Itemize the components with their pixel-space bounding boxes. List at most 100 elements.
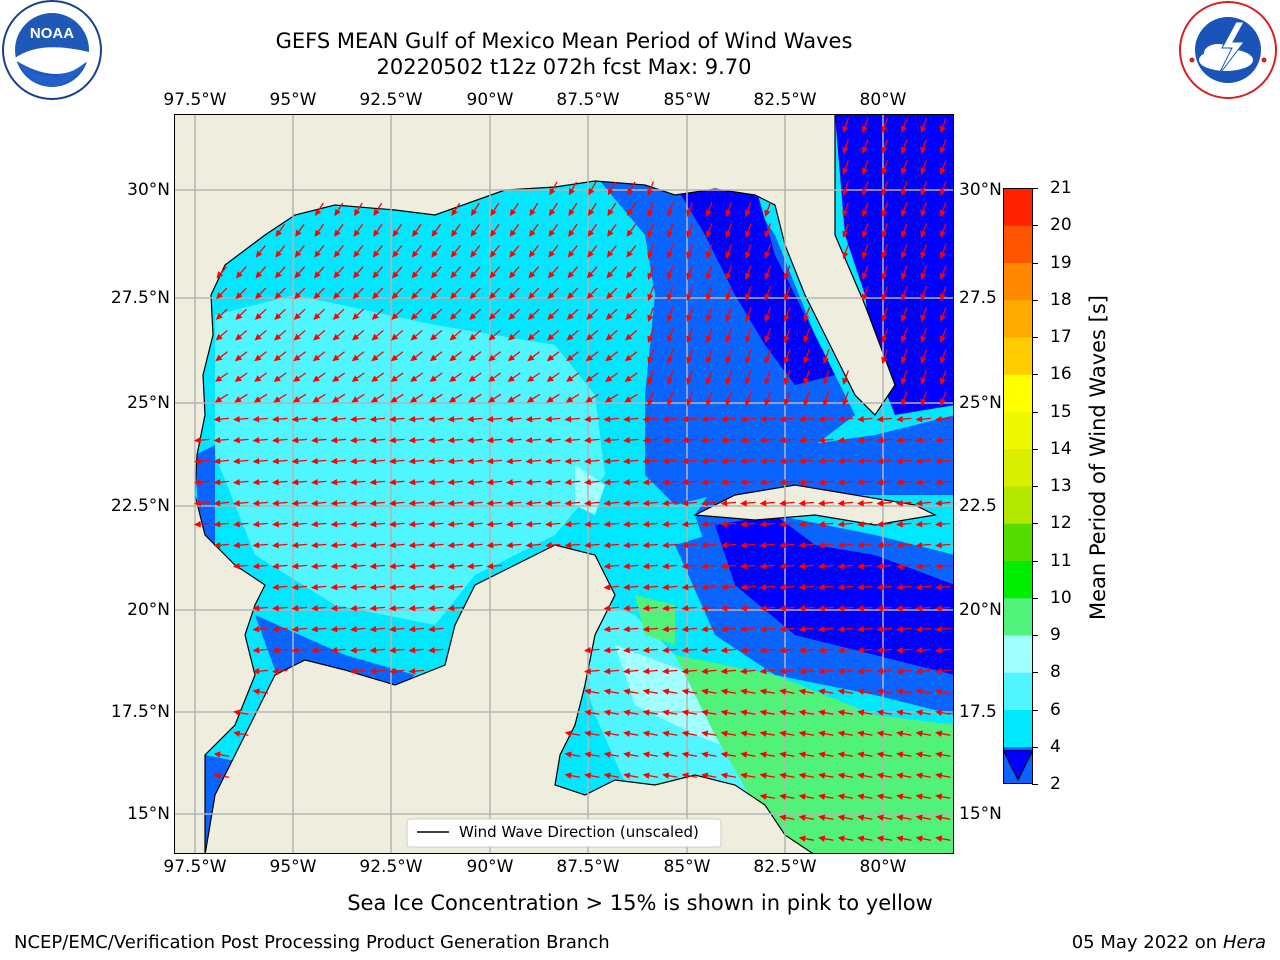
wind-wave-arrowhead xyxy=(294,271,302,279)
wind-wave-arrowhead xyxy=(701,751,709,758)
colorbar-tick-mark xyxy=(1032,374,1038,376)
wind-wave-arrowhead xyxy=(837,772,845,779)
wind-wave-arrowhead xyxy=(584,646,591,654)
wind-wave-arrowhead xyxy=(759,457,767,465)
wind-wave-arrowhead xyxy=(647,314,654,322)
wind-wave-arrowhead xyxy=(373,208,380,217)
wind-wave-arrowhead xyxy=(330,415,338,423)
wind-wave-arrowhead xyxy=(272,541,279,549)
wind-wave-arrowhead xyxy=(939,356,946,364)
wind-wave-arrowhead xyxy=(587,208,595,217)
wind-wave-arrowhead xyxy=(233,478,240,486)
wind-wave-arrowhead xyxy=(488,375,496,382)
wind-wave-arrowhead xyxy=(584,730,592,737)
wind-wave-arrowhead xyxy=(470,250,477,258)
wind-wave-arrowhead xyxy=(744,335,751,343)
wind-wave-arrowhead xyxy=(428,541,435,549)
wind-wave-arrowhead xyxy=(588,188,595,196)
wind-wave-arrowhead xyxy=(272,520,279,528)
wind-wave-arrowhead xyxy=(876,814,884,821)
wind-wave-arrowhead xyxy=(642,436,650,444)
wind-wave-arrowhead xyxy=(233,457,240,465)
wind-wave-arrowhead xyxy=(881,167,888,175)
lat-tick-left: 17.5°N xyxy=(110,702,170,722)
wind-wave-arrowhead xyxy=(486,457,494,465)
lon-tick-top: 87.5°W xyxy=(556,90,620,110)
credit-text: NCEP/EMC/Verification Post Processing Pr… xyxy=(14,932,610,953)
wind-wave-arrowhead xyxy=(779,667,786,675)
wind-wave-arrowhead xyxy=(666,293,673,301)
wind-wave-arrowhead xyxy=(428,646,435,654)
wind-wave-arrowhead xyxy=(779,520,786,528)
wind-wave-arrowhead xyxy=(584,667,591,675)
wind-wave-arrowhead xyxy=(489,271,497,279)
wind-wave-arrowhead xyxy=(252,604,260,612)
period-band-6-8 xyxy=(215,295,605,625)
wind-wave-arrowhead xyxy=(567,250,575,258)
wind-wave-arrowhead xyxy=(896,604,903,612)
wind-wave-arrowhead xyxy=(567,292,575,300)
wind-wave-arrowhead xyxy=(311,541,318,549)
wind-wave-arrowhead xyxy=(333,292,341,300)
wind-wave-arrowhead xyxy=(194,499,201,507)
wind-wave-arrowhead xyxy=(818,814,826,821)
wind-wave-arrowhead xyxy=(252,625,260,633)
wind-wave-arrowhead xyxy=(408,457,416,465)
wind-wave-arrowhead xyxy=(311,436,318,444)
colorbar-bin xyxy=(1003,560,1033,599)
wind-wave-arrowhead xyxy=(506,520,513,528)
wind-wave-arrowhead xyxy=(451,229,458,237)
wind-wave-arrowhead xyxy=(389,667,396,675)
wind-wave-arrowhead xyxy=(720,604,728,612)
wind-wave-arrowhead xyxy=(233,520,240,528)
wind-wave-arrowhead xyxy=(272,646,279,654)
wind-wave-arrowhead xyxy=(935,793,943,800)
wind-wave-arrowhead xyxy=(915,541,923,549)
wind-wave-arrowhead xyxy=(740,688,748,695)
colorbar-tick-label: 15 xyxy=(1050,401,1072,422)
wind-wave-arrowhead xyxy=(626,208,634,217)
wind-wave-arrowhead xyxy=(900,314,907,322)
wind-wave-arrowhead xyxy=(408,520,416,528)
wind-wave-arrowhead xyxy=(233,436,240,444)
wind-wave-arrowhead xyxy=(818,625,825,633)
wind-wave-arrowhead xyxy=(725,293,732,301)
colorbar-bin xyxy=(1003,225,1033,263)
wind-wave-arrowhead xyxy=(842,398,849,406)
wind-wave-arrowhead xyxy=(369,604,377,612)
lon-tick-bottom: 85°W xyxy=(663,857,711,877)
wind-wave-arrowhead xyxy=(625,271,633,279)
wind-wave-arrowhead xyxy=(837,436,845,444)
wind-wave-arrowhead xyxy=(607,208,614,217)
wind-wave-arrowhead xyxy=(369,562,377,570)
wind-wave-arrowhead xyxy=(273,375,281,382)
wind-wave-arrowhead xyxy=(837,583,845,591)
wind-wave-arrowhead xyxy=(291,625,299,633)
colorbar-tick-label: 4 xyxy=(1050,736,1061,757)
wind-wave-arrowhead xyxy=(861,167,868,175)
wind-wave-arrowhead xyxy=(915,835,923,842)
wind-wave-arrowhead xyxy=(920,209,927,217)
lon-tick-bottom: 92.5°W xyxy=(359,857,423,877)
lat-tick-left: 27.5°N xyxy=(110,288,170,308)
wind-wave-arrowhead xyxy=(586,333,594,341)
wind-wave-arrowhead xyxy=(842,230,849,238)
wind-wave-arrowhead xyxy=(701,436,708,444)
wind-wave-arrowhead xyxy=(837,478,845,486)
wind-wave-arrowhead xyxy=(779,646,786,654)
wind-wave-arrowhead xyxy=(352,271,360,279)
wind-wave-arrowhead xyxy=(920,251,927,259)
colorbar-tick-label: 13 xyxy=(1050,476,1072,496)
wind-wave-arrowhead xyxy=(352,333,360,341)
wind-wave-arrowhead xyxy=(818,835,826,842)
wind-wave-arrowhead xyxy=(783,356,790,364)
wind-wave-arrowhead xyxy=(759,415,767,423)
wind-wave-arrowhead xyxy=(857,436,864,444)
wind-wave-arrowhead xyxy=(625,333,633,341)
wind-wave-arrowhead xyxy=(681,478,689,486)
wind-wave-arrowhead xyxy=(881,272,888,280)
wind-wave-arrowhead xyxy=(725,335,732,343)
wind-wave-arrowhead xyxy=(798,772,806,779)
wind-wave-arrowhead xyxy=(604,396,613,403)
wind-wave-arrowhead xyxy=(545,415,552,423)
